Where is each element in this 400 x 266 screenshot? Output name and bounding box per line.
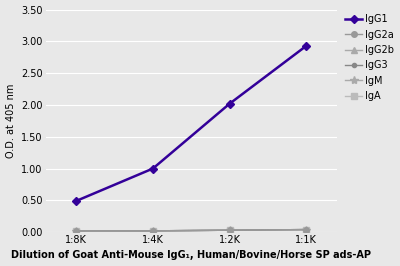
IgG2b xyxy=(150,229,155,232)
IgG1 xyxy=(150,167,155,170)
X-axis label: Dilution of Goat Anti-Mouse IgG₁, Human/Bovine/Horse SP ads-AP: Dilution of Goat Anti-Mouse IgG₁, Human/… xyxy=(11,251,371,260)
IgG2a xyxy=(150,229,155,232)
Line: IgM: IgM xyxy=(72,225,310,235)
IgA xyxy=(74,229,79,232)
IgG1 xyxy=(74,199,79,202)
IgG2a xyxy=(304,228,309,231)
IgG2b xyxy=(227,228,232,232)
Line: IgG3: IgG3 xyxy=(74,227,308,233)
IgG3 xyxy=(304,228,309,231)
IgA xyxy=(304,228,309,231)
IgA xyxy=(227,228,232,232)
IgG3 xyxy=(227,228,232,232)
IgM xyxy=(74,229,79,232)
Legend: IgG1, IgG2a, IgG2b, IgG3, IgM, IgA: IgG1, IgG2a, IgG2b, IgG3, IgM, IgA xyxy=(345,14,394,101)
Line: IgG2a: IgG2a xyxy=(74,227,309,234)
IgG2b xyxy=(74,229,79,232)
IgG1 xyxy=(304,44,309,47)
Line: IgG2b: IgG2b xyxy=(74,227,309,234)
IgG3 xyxy=(150,229,155,232)
Y-axis label: O.D. at 405 nm: O.D. at 405 nm xyxy=(6,84,16,158)
IgG2a xyxy=(227,228,232,232)
IgM xyxy=(304,228,309,231)
IgG3 xyxy=(74,229,79,232)
Line: IgA: IgA xyxy=(74,227,309,234)
IgG1 xyxy=(227,102,232,105)
IgA xyxy=(150,229,155,232)
IgG2a xyxy=(74,229,79,232)
IgG2b xyxy=(304,228,309,231)
IgM xyxy=(150,229,155,232)
IgM xyxy=(227,228,232,232)
Line: IgG1: IgG1 xyxy=(74,43,309,204)
